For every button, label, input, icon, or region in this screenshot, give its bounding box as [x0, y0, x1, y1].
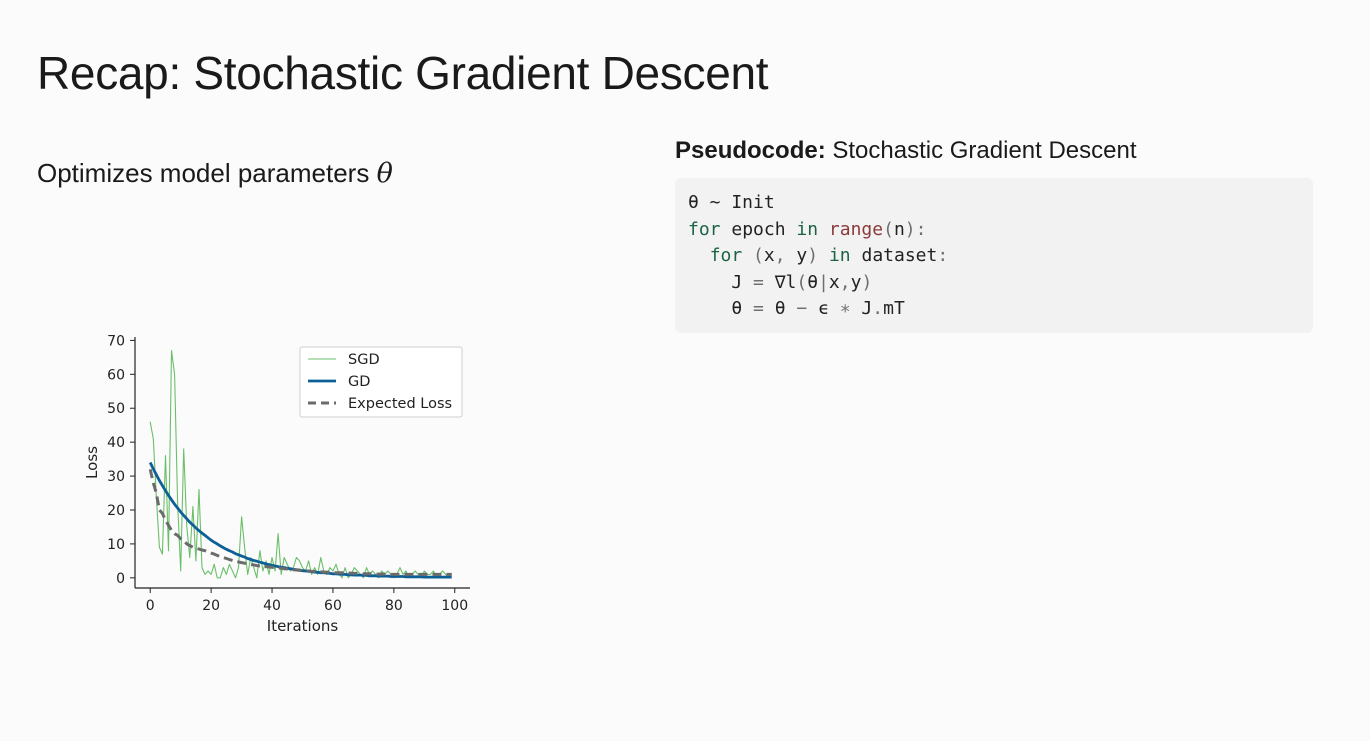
code-token: ϵ — [807, 298, 840, 319]
code-token: ∗ — [839, 298, 851, 319]
code-token: ): — [904, 218, 927, 240]
x-tick-label: 40 — [263, 598, 281, 614]
x-axis-label: Iterations — [267, 617, 339, 635]
code-token — [688, 245, 710, 266]
code-token: in — [796, 218, 819, 240]
code-token: = — [753, 271, 764, 293]
series-line-expected-loss — [148, 468, 452, 576]
code-token: y — [785, 245, 808, 266]
y-tick-label: 50 — [107, 401, 125, 417]
code-token: ( — [796, 271, 808, 293]
pseudocode-heading: Pseudocode: Stochastic Gradient Descent — [675, 137, 1137, 165]
y-tick-label: 40 — [107, 435, 125, 451]
code-line: θ ~ Init — [688, 190, 1300, 217]
code-token: . — [872, 298, 884, 319]
code-token: , — [774, 245, 786, 266]
code-block: θ ~ Init for epoch in range(n): for (x, y… — [675, 178, 1313, 333]
loss-chart-svg: 0 20 40 60 80 100 0 10 20 30 40 50 60 70 Iterations Los… — [83, 333, 470, 635]
x-tick-label: 20 — [202, 598, 220, 614]
code-token: in — [828, 245, 851, 266]
code-token: epoch — [720, 218, 797, 240]
x-tick-label: 0 — [146, 598, 155, 614]
y-tick-label: 60 — [107, 367, 125, 383]
code-token — [818, 219, 829, 240]
code-token: range — [828, 218, 884, 240]
code-line: J = ∇l(θ|x,y) — [688, 270, 1300, 297]
code-token: ( — [883, 218, 894, 240]
code-token: x — [763, 245, 775, 266]
y-axis-label: Loss — [83, 446, 101, 479]
code-token: θ — [807, 271, 819, 293]
pseudocode-heading-bold: Pseudocode: — [675, 137, 826, 164]
code-token: x — [828, 271, 840, 293]
code-line: θ = θ − ϵ ∗ J.mT — [688, 296, 1300, 323]
subtitle: Optimizes model parameters θ — [37, 158, 393, 189]
legend-label: GD — [348, 374, 370, 390]
y-tick-label: 0 — [116, 571, 125, 587]
code-token: = — [753, 298, 764, 319]
legend-box — [299, 346, 463, 418]
y-tick-label: 70 — [107, 333, 125, 349]
y-tick-label: 20 — [107, 503, 125, 519]
code-token: ∇l — [763, 271, 797, 293]
y-tick-label: 10 — [107, 537, 125, 553]
slide-title: Recap: Stochastic Gradient Descent — [37, 47, 769, 99]
theta-symbol: θ — [376, 158, 393, 189]
code-token: ( — [753, 245, 764, 266]
subtitle-text: Optimizes model parameters — [37, 158, 377, 188]
code-token: for — [688, 218, 721, 240]
code-token: − — [796, 298, 808, 319]
code-token — [818, 245, 829, 266]
code-token: ) — [861, 271, 873, 293]
y-tick-label: 30 — [107, 469, 125, 485]
code-token: J — [850, 298, 873, 319]
code-line: for (x, y) in dataset: — [688, 243, 1300, 270]
code-line: for epoch in range(n): — [688, 217, 1300, 244]
series-line-sgd — [149, 350, 453, 579]
x-tick-label: 80 — [385, 598, 403, 614]
code-token: | — [818, 271, 829, 293]
code-token: , — [839, 271, 851, 293]
code-token: n — [893, 218, 905, 240]
code-token: ) — [807, 245, 819, 266]
loss-chart: 0 20 40 60 80 100 0 10 20 30 40 50 60 70 Iterations Los… — [70, 325, 490, 645]
code-token: : — [937, 245, 949, 266]
code-token: θ — [763, 298, 797, 319]
code-token: for — [709, 245, 743, 266]
code-token: mT — [883, 298, 905, 319]
code-token — [742, 245, 753, 266]
legend-label: Expected Loss — [348, 396, 452, 412]
code-token: y — [850, 271, 862, 293]
pseudocode-heading-rest: Stochastic Gradient Descent — [825, 137, 1137, 164]
code-token: dataset — [850, 245, 938, 266]
code-token: J — [688, 271, 754, 293]
x-tick-label: 100 — [441, 598, 468, 614]
code-token: θ — [688, 298, 754, 319]
code-token: θ ~ Init — [688, 192, 775, 213]
x-tick-label: 60 — [324, 598, 342, 614]
legend-label: SGD — [348, 352, 380, 368]
